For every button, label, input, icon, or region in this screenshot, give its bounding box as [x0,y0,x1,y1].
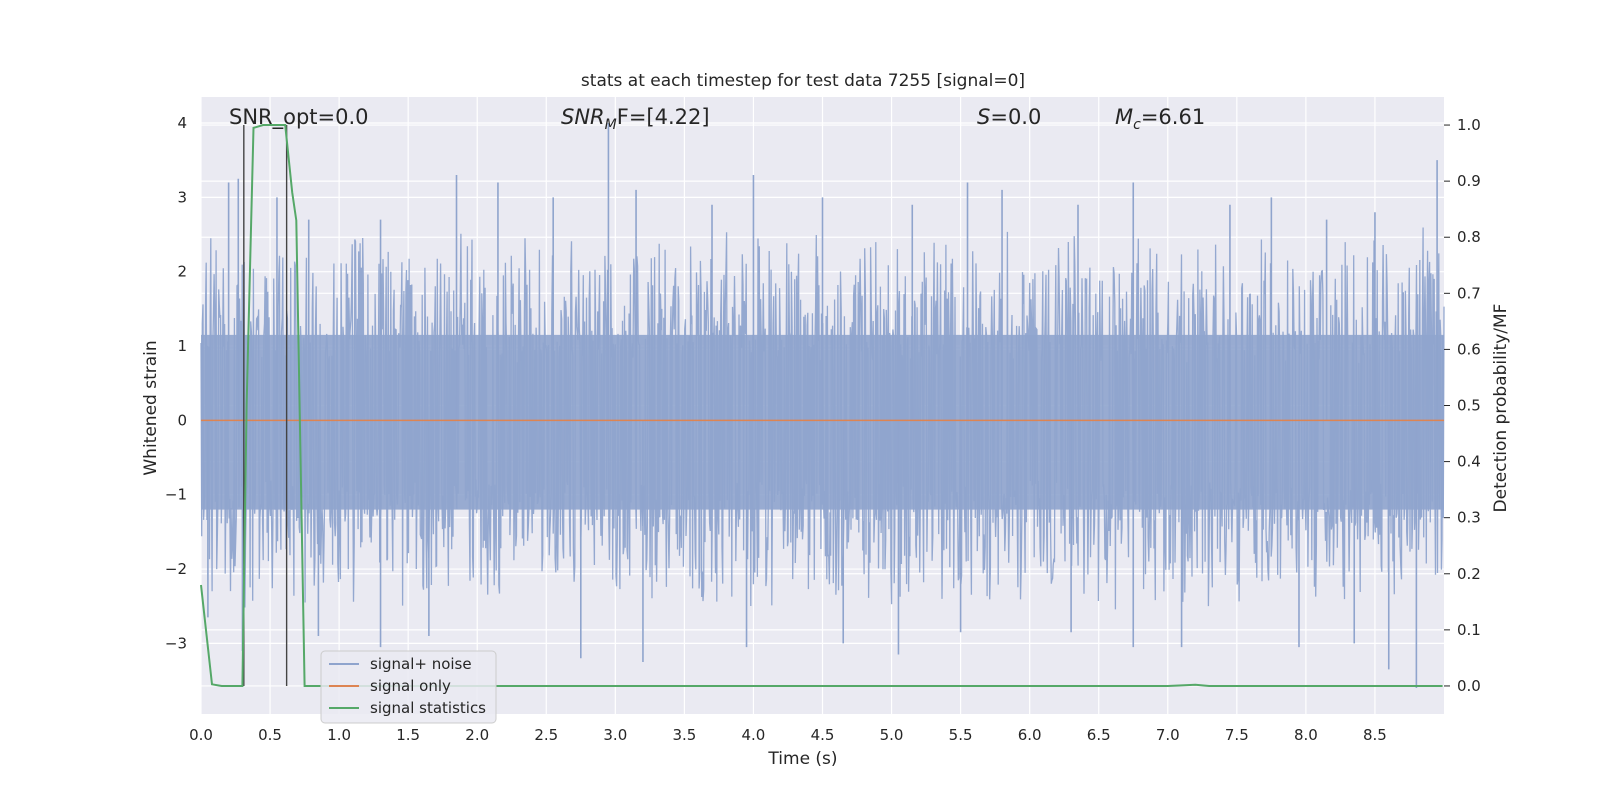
y-left-tick-label: −1 [165,486,187,504]
x-tick-label: 6.5 [1087,726,1111,744]
x-tick-label: 0.0 [189,726,213,744]
y-left-tick-label: 0 [177,411,187,429]
y-left-axis-ticks: 4 3 2 1 0 −1 −2 −3 [165,114,187,652]
x-tick-label: 2.0 [465,726,489,744]
x-tick-label: 5.0 [880,726,904,744]
y-left-tick-label: −3 [165,634,187,652]
y-right-tick-label: 0.4 [1457,453,1481,471]
x-tick-label: 3.5 [672,726,696,744]
y-right-tick-label: 0.5 [1457,397,1481,415]
x-tick-label: 6.0 [1018,726,1042,744]
y-right-tick-label: 0.7 [1457,284,1481,302]
x-tick-label: 7.5 [1225,726,1249,744]
x-tick-label: 4.0 [742,726,766,744]
x-tick-label: 5.5 [949,726,973,744]
y-right-tick-label: 1.0 [1457,116,1481,134]
chart-title: stats at each timestep for test data 725… [581,71,1025,91]
x-tick-label: 4.5 [811,726,835,744]
signal-statistics-line [200,124,1443,687]
series-signal-noise [200,123,1445,688]
legend-label-signal-noise: signal+ noise [370,655,472,673]
annotation-s: S=0.0 [977,105,1041,129]
y-right-axis-ticks: 1.0 0.9 0.8 0.7 0.6 0.5 0.4 0.3 0.2 0.1 0.0 [1444,116,1481,695]
x-tick-label: 8.0 [1294,726,1318,744]
annotation-mc: Mc=6.61 [1115,105,1205,133]
x-axis-ticks: 0.0 0.5 1.0 1.5 2.0 2.5 3.0 3.5 4.0 4.5 5.0 5.5 6.0 6… [189,726,1387,744]
y-right-tick-label: 0.9 [1457,172,1481,190]
y-right-tick-label: 0.6 [1457,340,1481,358]
y-left-tick-label: 2 [177,263,187,281]
y-left-axis-label: Whitened strain [141,340,161,475]
y-left-tick-label: −2 [165,560,187,578]
x-tick-label: 2.5 [534,726,558,744]
y-right-tick-label: 0.8 [1457,228,1481,246]
legend: signal+ noise signal only signal statist… [320,650,497,724]
x-tick-label: 3.0 [603,726,627,744]
annotation-snr-mf: SNRMF=[4.22] [561,105,710,133]
y-left-tick-label: 3 [177,188,187,206]
y-right-tick-label: 0.0 [1457,677,1481,695]
x-tick-label: 0.5 [258,726,282,744]
y-right-tick-label: 0.3 [1457,509,1481,527]
x-axis-label: Time (s) [767,749,837,769]
annotation-snr-opt: SNR_opt=0.0 [229,105,369,130]
y-right-tick-label: 0.1 [1457,621,1481,639]
series-signal-statistics [200,124,1443,687]
x-tick-label: 8.5 [1363,726,1387,744]
y-right-tick-label: 0.2 [1457,565,1481,583]
x-tick-label: 1.5 [396,726,420,744]
x-tick-label: 1.0 [327,726,351,744]
y-right-axis-label: Detection probability/MF [1491,304,1511,513]
x-tick-label: 7.0 [1156,726,1180,744]
legend-box [320,650,497,724]
y-left-tick-label: 1 [177,337,187,355]
legend-label-signal-statistics: signal statistics [370,699,486,717]
y-left-tick-label: 4 [177,114,187,132]
legend-label-signal-only: signal only [370,677,451,695]
